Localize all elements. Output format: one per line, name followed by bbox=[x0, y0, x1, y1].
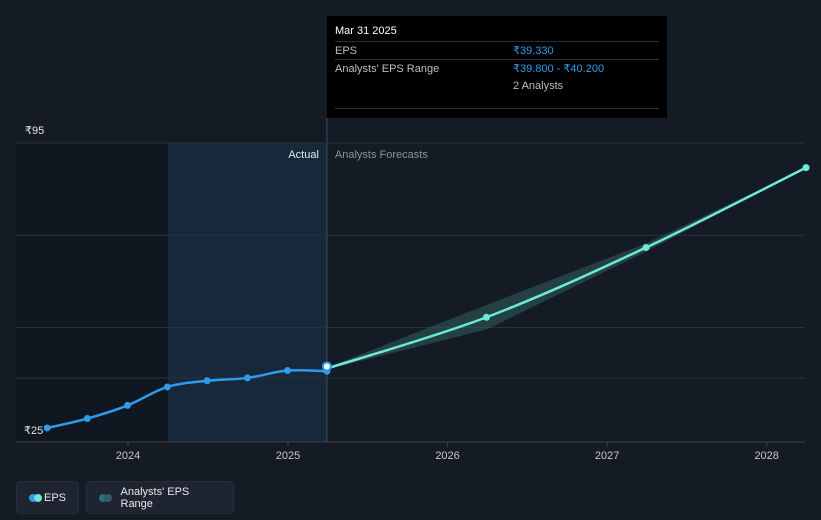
tooltip-date: Mar 31 2025 bbox=[335, 25, 397, 37]
eps-point bbox=[43, 424, 51, 432]
legend-range-label: Analysts' EPS Range bbox=[120, 485, 190, 510]
past-shade bbox=[16, 143, 168, 442]
eps-point bbox=[203, 377, 211, 385]
tooltip-eps-label: EPS bbox=[335, 44, 358, 57]
legend-eps[interactable]: EPS bbox=[16, 481, 79, 514]
forecast-point bbox=[802, 164, 810, 172]
x-tick-label: 2028 bbox=[754, 450, 778, 462]
legend-eps-label: EPS bbox=[43, 491, 66, 504]
hover-tooltip: Mar 31 2025 EPS ₹39.330 Analysts' EPS Ra… bbox=[327, 16, 667, 118]
x-tick-label: 2026 bbox=[435, 450, 459, 462]
eps-point bbox=[243, 374, 251, 382]
x-tick-label: 2027 bbox=[595, 450, 619, 462]
x-tick-label: 2025 bbox=[276, 450, 300, 462]
forecast-point bbox=[482, 313, 490, 321]
forecast-line bbox=[326, 166, 807, 370]
x-tick-label: 2024 bbox=[116, 450, 140, 462]
forecast-label: Analysts Forecasts bbox=[335, 149, 428, 161]
forecast-point bbox=[642, 244, 650, 252]
actual-label: Actual bbox=[288, 149, 319, 161]
tooltip-range-value: ₹39.800 - ₹40.200 bbox=[513, 63, 605, 75]
eps-point bbox=[284, 367, 292, 375]
legend-eps-range[interactable]: Analysts' EPS Range bbox=[86, 481, 234, 514]
eps-point bbox=[83, 415, 91, 423]
eps-legend-icon bbox=[29, 493, 42, 502]
eps-point bbox=[124, 401, 132, 409]
range-legend-icon bbox=[99, 493, 113, 502]
eps-range-band bbox=[326, 167, 807, 370]
tooltip-analysts: 2 Analysts bbox=[513, 79, 564, 92]
tooltip-range-label: Analysts' EPS Range bbox=[335, 62, 440, 75]
hover-marker bbox=[321, 361, 332, 372]
tooltip-eps-value: ₹39.330 bbox=[513, 45, 554, 57]
y-tick-label: ₹25 bbox=[24, 425, 43, 437]
eps-point bbox=[163, 383, 171, 391]
y-tick-label: ₹95 bbox=[25, 125, 44, 137]
actual-highlight bbox=[168, 143, 327, 442]
